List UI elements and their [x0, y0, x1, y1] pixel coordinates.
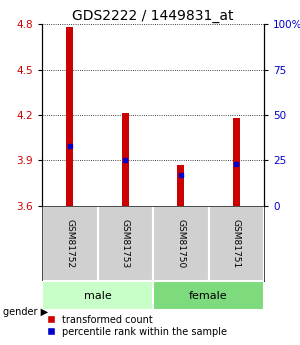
Text: GSM81752: GSM81752	[65, 219, 74, 268]
Bar	[42, 206, 98, 282]
Bar	[42, 282, 153, 310]
Text: female: female	[189, 290, 228, 300]
Bar	[233, 118, 240, 206]
Text: GSM81750: GSM81750	[176, 219, 185, 268]
Bar	[98, 206, 153, 282]
Bar	[208, 206, 264, 282]
Text: male: male	[84, 290, 111, 300]
Text: gender ▶: gender ▶	[3, 307, 48, 317]
Legend: transformed count, percentile rank within the sample: transformed count, percentile rank withi…	[47, 315, 227, 337]
Bar	[122, 114, 129, 206]
Bar	[177, 165, 184, 206]
Title: GDS2222 / 1449831_at: GDS2222 / 1449831_at	[72, 9, 234, 23]
Text: GSM81753: GSM81753	[121, 219, 130, 268]
Bar	[66, 27, 73, 206]
Bar	[153, 206, 208, 282]
Bar	[153, 282, 264, 310]
Text: GSM81751: GSM81751	[232, 219, 241, 268]
